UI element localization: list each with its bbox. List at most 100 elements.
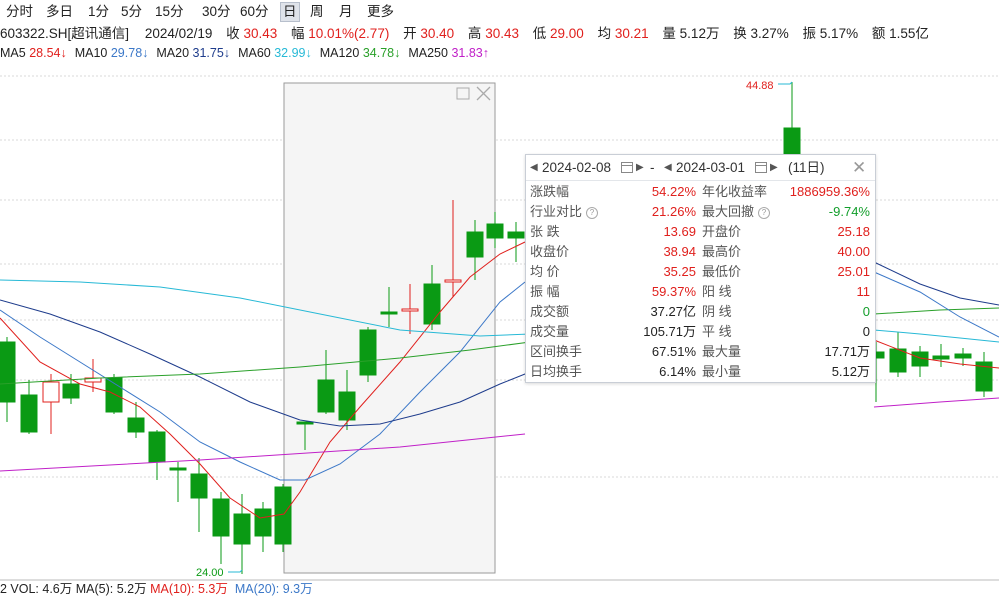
end-date[interactable]: 2024-03-01 [676,160,746,175]
candle-body [62,383,80,399]
ma-line-11 [873,339,999,369]
close-icon[interactable]: ✕ [852,158,867,177]
candle-body [338,391,356,421]
amount-label: 额 [871,26,886,41]
ma-label-5: MA250 [408,46,452,60]
ma-line-2 [0,299,531,427]
popup-header: ◀ 2024-02-08 ▶ - ◀ 2024-03-01 ▶ (11日) ✕ [526,155,875,181]
ma-line-8 [873,307,999,315]
stat-value: 25.18 [837,224,870,239]
start-calendar-icon[interactable] [621,162,633,173]
stat-label: 最高价 [702,244,742,259]
ma-label-4: MA120 [319,46,363,60]
candle-body [317,379,335,413]
ma-value-1: 29.78↓ [110,46,149,60]
turnover-value: 3.27% [750,26,789,41]
ma-value-4: 34.78↓ [362,46,401,60]
period-tab-7[interactable]: 日 [280,2,300,22]
candle-body [254,508,272,537]
close-label: 收 [226,26,240,41]
stat-label: 最小量 [702,364,742,379]
period-tab-4[interactable]: 15分 [155,4,184,19]
low-value: 29.00 [550,26,584,41]
candle-body [233,513,251,545]
candle-body [212,498,230,537]
stat-label: 平 线 [702,324,732,339]
period-tab-0[interactable]: 分时 [6,4,33,19]
stat-label: 收盘价 [530,244,570,259]
period-tab-9[interactable]: 月 [339,4,353,19]
ma-label-0: MA5 [0,46,30,60]
ma-value-2: 31.75↓ [192,46,231,60]
stat-value: 37.27亿 [650,304,696,319]
period-tab-3[interactable]: 5分 [121,4,143,19]
volume-label: 量 [662,26,676,41]
high-value: 30.43 [485,26,519,41]
ma-value-3: 32.99↓ [274,46,312,60]
end-calendar-icon[interactable] [755,162,767,173]
stat-label: 区间换手 [530,344,583,359]
close-icon [476,86,491,101]
amplitude-value: 5.17% [819,26,859,41]
candle-body [486,223,504,239]
avg-label: 均 [597,26,612,41]
help-icon[interactable]: ? [586,207,599,219]
stat-value: -9.74% [828,204,870,219]
next-end-icon[interactable]: ▶ [770,162,778,173]
stat-value: 21.26% [651,204,696,219]
help-icon[interactable]: ? [758,207,771,219]
kline-chart[interactable]: 44.88 24.00 [0,62,999,582]
volume-ma10: MA(10): 5.3万 [150,582,228,596]
ma-value-0: 28.54↓ [29,46,67,60]
prev-start-icon[interactable]: ◀ [530,162,538,173]
stat-label: 年化收益率 [702,184,768,199]
ma-value-5: 31.83↑ [451,46,489,60]
stat-value: 105.71万 [643,324,696,339]
volume-value: 5.12万 [679,26,720,41]
stat-label: 张 跌 [530,224,560,239]
stat-value: 40.00 [837,244,870,259]
candle-body [190,473,208,499]
date-separator: - [650,160,655,175]
stat-value: 5.12万 [831,364,870,379]
stat-value: 11 [856,284,871,299]
period-tab-8[interactable]: 周 [310,4,324,19]
stat-label: 最低价 [702,264,742,279]
stat-label: 成交额 [530,304,570,319]
stat-label: 最大量 [702,344,742,359]
ma-line-1 [0,281,526,481]
period-toolbar: 分时 多日 1分 5分 15分 30分 60分日周月更多 [0,0,999,24]
max-price-pointer [778,81,793,85]
ma-line-0 [0,241,526,519]
ma-label-2: MA20 [156,46,193,60]
next-start-icon[interactable]: ▶ [636,162,644,173]
stat-label: 最大回撤? [702,202,771,222]
period-tab-2[interactable]: 1分 [88,4,110,19]
volume-ma20: MA(20): 9.3万 [234,582,313,596]
candle-body [423,283,441,325]
stock-code: 603322.SH[超讯通信] [0,26,130,41]
period-tab-5[interactable]: 30分 [202,4,231,19]
candle-body [466,231,484,258]
candle-body [42,381,60,403]
period-tab-1[interactable]: 多日 [46,4,73,19]
stat-label: 行业对比? [530,202,599,222]
candle-body [444,279,462,283]
period-tab-10[interactable]: 更多 [367,4,394,19]
stat-label: 日均换手 [530,364,583,379]
candle-body [127,417,145,433]
min-price-pointer [228,569,243,573]
candle-body [105,377,123,413]
change-value: 10.01%(2.77) [308,26,390,41]
stat-value: 38.94 [663,244,696,259]
amplitude-label: 振 [802,26,817,41]
ma-label-3: MA60 [238,46,275,60]
quote-info-bar: 603322.SH[超讯通信] 2024/02/19 收 30.43 幅 10.… [0,24,929,44]
start-date[interactable]: 2024-02-08 [542,160,612,175]
prev-end-icon[interactable]: ◀ [664,162,672,173]
stat-label: 振 幅 [530,284,560,299]
high-label: 高 [467,26,482,41]
candle-body [296,421,314,425]
period-tab-6[interactable]: 60分 [240,4,269,19]
avg-value: 30.21 [614,26,649,41]
